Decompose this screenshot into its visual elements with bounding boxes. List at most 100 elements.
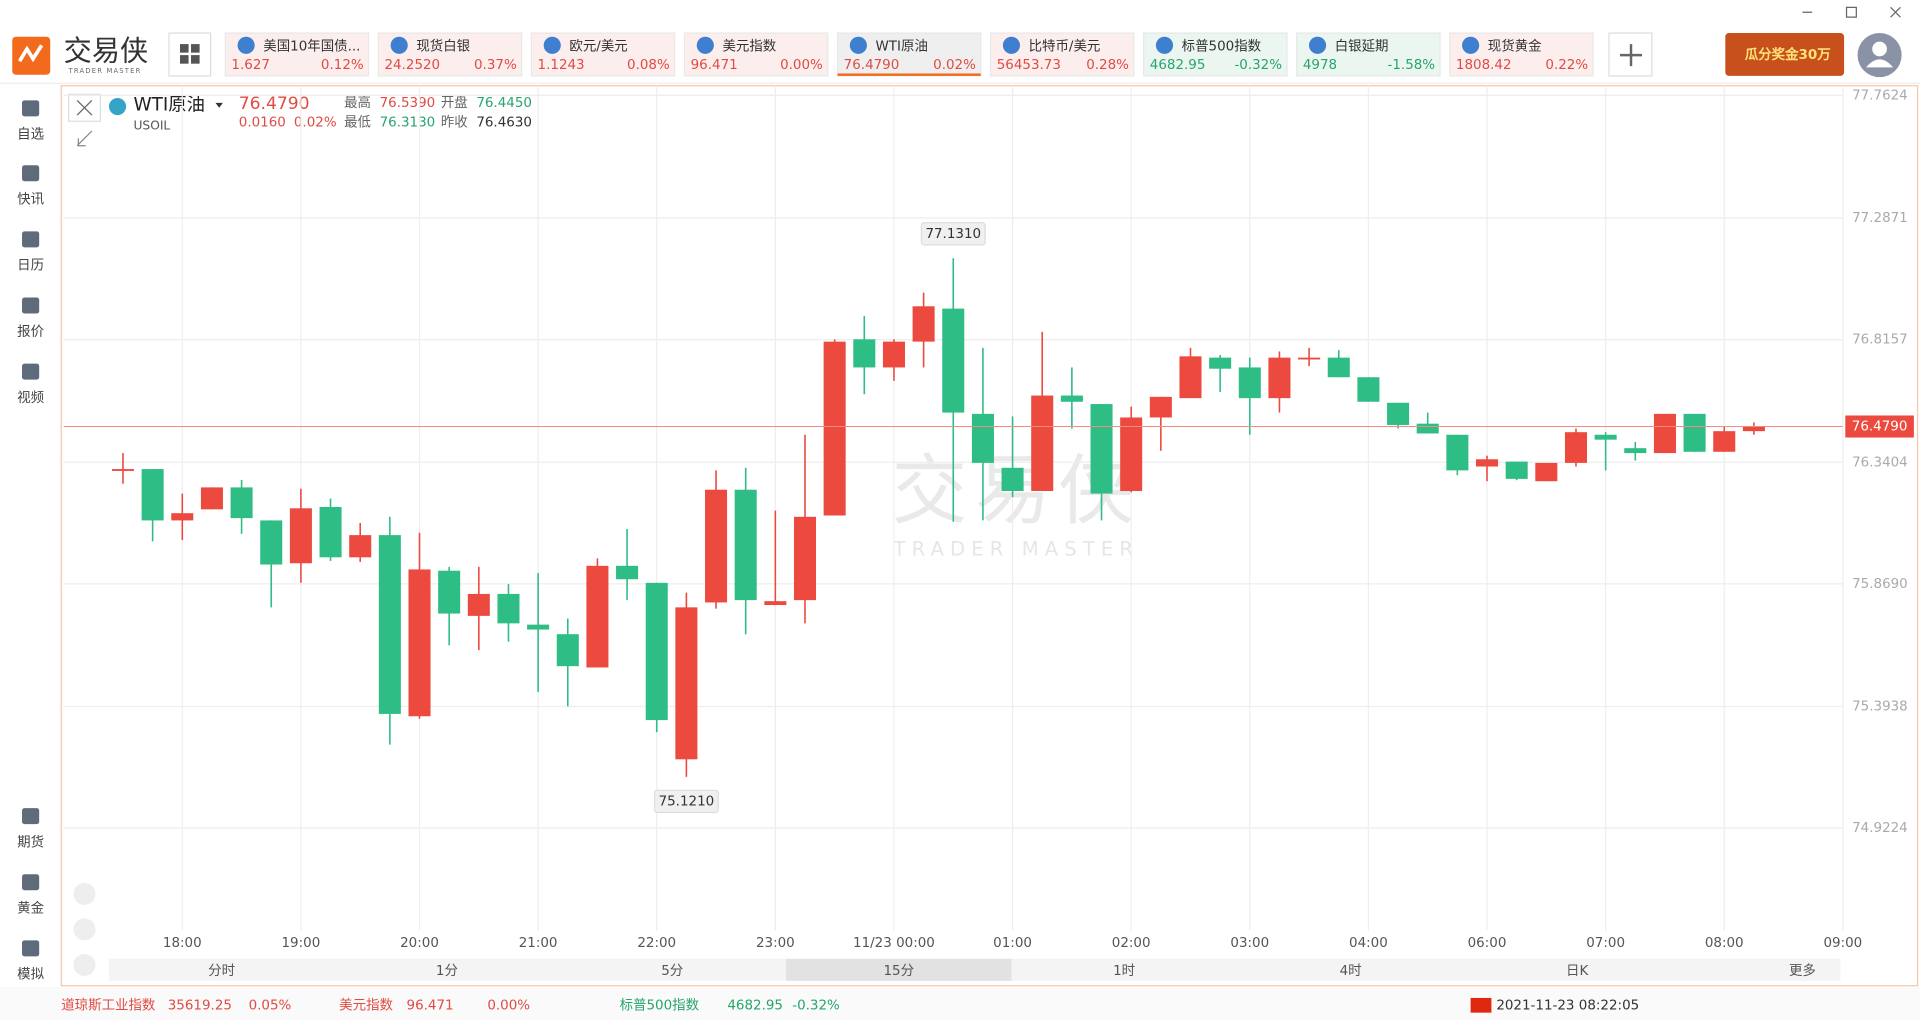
candle-body: [1001, 467, 1024, 492]
ticker-price: 4978: [1303, 58, 1337, 73]
status-value: 96.471: [407, 998, 454, 1013]
ticker-card[interactable]: [1296, 32, 1441, 77]
ticker-icon: [1155, 36, 1174, 54]
logo-mark: [18, 44, 44, 63]
status-name: 标普500指数: [620, 997, 700, 1013]
avatar-head: [1872, 41, 1887, 57]
tab-active[interactable]: [786, 958, 1012, 981]
candle-body: [942, 308, 965, 413]
x-tick-label: 07:00: [1586, 936, 1625, 951]
candle-body: [260, 520, 283, 565]
sidebar-icon[interactable]: [22, 100, 40, 117]
logo-text: 交易侠: [64, 35, 148, 68]
extreme-marker-label: 75.1210: [659, 794, 715, 809]
candle-body: [1268, 357, 1291, 399]
candle-body: [230, 487, 253, 519]
y-tick-label: 77.7624: [1852, 88, 1908, 103]
x-tick-label: 20:00: [400, 936, 439, 951]
shrink-icon[interactable]: [76, 130, 93, 147]
quote-dropdown[interactable]: [215, 102, 223, 108]
status-datetime: 2021-11-23 08:22:05: [1496, 998, 1639, 1013]
y-tick-label: 76.3404: [1852, 455, 1908, 470]
status-change: 0.05%: [249, 998, 292, 1013]
candle-body: [319, 507, 342, 558]
y-tick-label: 75.8690: [1852, 577, 1908, 592]
candle-body: [171, 513, 194, 521]
top-bar: 交易侠 TRADER MASTER 瓜分奖金30万: [12, 6, 1902, 78]
ticker-name: 标普500指数: [1182, 39, 1262, 55]
ticker-icon: [1002, 36, 1020, 54]
ticker-name: 欧元/美元: [569, 39, 627, 55]
timeframe-tab[interactable]: 更多: [1789, 962, 1816, 979]
ticker-price: 1.1243: [538, 58, 585, 73]
status-name: 美元指数: [339, 997, 393, 1013]
timeframe-tab[interactable]: 1分: [436, 963, 458, 979]
sidebar-label: 报价: [17, 324, 44, 340]
banner-text: 瓜分奖金30万: [1745, 46, 1831, 63]
sidebar-icon[interactable]: [22, 231, 40, 248]
sidebar-icon[interactable]: [22, 808, 40, 825]
timeframe-tab[interactable]: 分时: [208, 963, 235, 979]
candle-body: [1060, 395, 1083, 402]
ticker-change: 0.37%: [474, 58, 517, 73]
timeframe-tab[interactable]: 日K: [1566, 964, 1589, 979]
candle-body: [1031, 395, 1054, 492]
ticker-icon: [1462, 36, 1480, 54]
candle-body: [971, 413, 994, 463]
candle-body: [1683, 413, 1706, 452]
ticker-card[interactable]: [836, 32, 982, 77]
candle-body: [497, 593, 520, 624]
x-tick-label: 01:00: [993, 936, 1032, 951]
quote-name: WTI原油: [133, 94, 205, 115]
candle-body: [1298, 357, 1321, 360]
status-name: 道琼斯工业指数: [61, 997, 156, 1013]
layout-button[interactable]: [168, 32, 212, 77]
status-value: 35619.25: [168, 998, 232, 1013]
ticker-change: 0.00%: [780, 58, 823, 73]
ticker-icon: [543, 36, 561, 54]
chart-tools[interactable]: [73, 882, 96, 976]
x-tick-label: 18:00: [163, 936, 202, 951]
candle-body: [764, 601, 787, 606]
candle-body: [438, 570, 461, 614]
timeframe-tab[interactable]: 4时: [1340, 963, 1362, 979]
candle-body: [1535, 462, 1558, 482]
sidebar-label: 自选: [17, 127, 44, 143]
sidebar-icon[interactable]: [22, 297, 40, 314]
ticker-name: 美国10年国债...: [263, 39, 360, 55]
x-tick-label: 03:00: [1230, 936, 1269, 951]
timeframe-tab[interactable]: 1时: [1113, 963, 1135, 979]
quote-high-label: 最高: [344, 94, 371, 111]
close-icon: [76, 99, 93, 116]
candle-body: [408, 569, 431, 717]
plus-icon: [1620, 44, 1643, 67]
ticker-name: 现货黄金: [1488, 38, 1542, 55]
timeframe-tab[interactable]: 5分: [661, 963, 683, 979]
ticker-name: 美元指数: [722, 39, 776, 55]
window-controls[interactable]: [1802, 6, 1901, 18]
status-value: 4682.95: [727, 998, 783, 1013]
candle-body: [675, 607, 698, 760]
quote-price: 76.4790: [239, 94, 310, 114]
candle-body: [467, 593, 490, 616]
y-tick-label: 77.2871: [1852, 211, 1908, 226]
ticker-change: -1.58%: [1388, 58, 1436, 73]
sidebar-label: 视频: [17, 390, 44, 406]
quote-symbol: USOIL: [133, 119, 170, 133]
candle-body: [882, 341, 905, 368]
banner[interactable]: [1725, 33, 1845, 76]
flag-icon: [1470, 997, 1492, 1013]
avatar-body: [1866, 59, 1894, 68]
candle-body: [111, 469, 134, 471]
sidebar-label: 黄金: [17, 901, 44, 917]
sidebar-icon[interactable]: [22, 165, 40, 182]
timeframe-tab[interactable]: 15分: [883, 963, 914, 979]
ticker-icon: [849, 36, 867, 54]
extreme-marker-box: [920, 222, 986, 246]
ticker-change: 0.22%: [1545, 58, 1588, 73]
y-tick-label: 74.9224: [1852, 821, 1908, 836]
sidebar-icon[interactable]: [22, 874, 40, 891]
sidebar-icon[interactable]: [22, 363, 40, 380]
sidebar-icon[interactable]: [22, 940, 40, 957]
candle-body: [1713, 431, 1736, 452]
